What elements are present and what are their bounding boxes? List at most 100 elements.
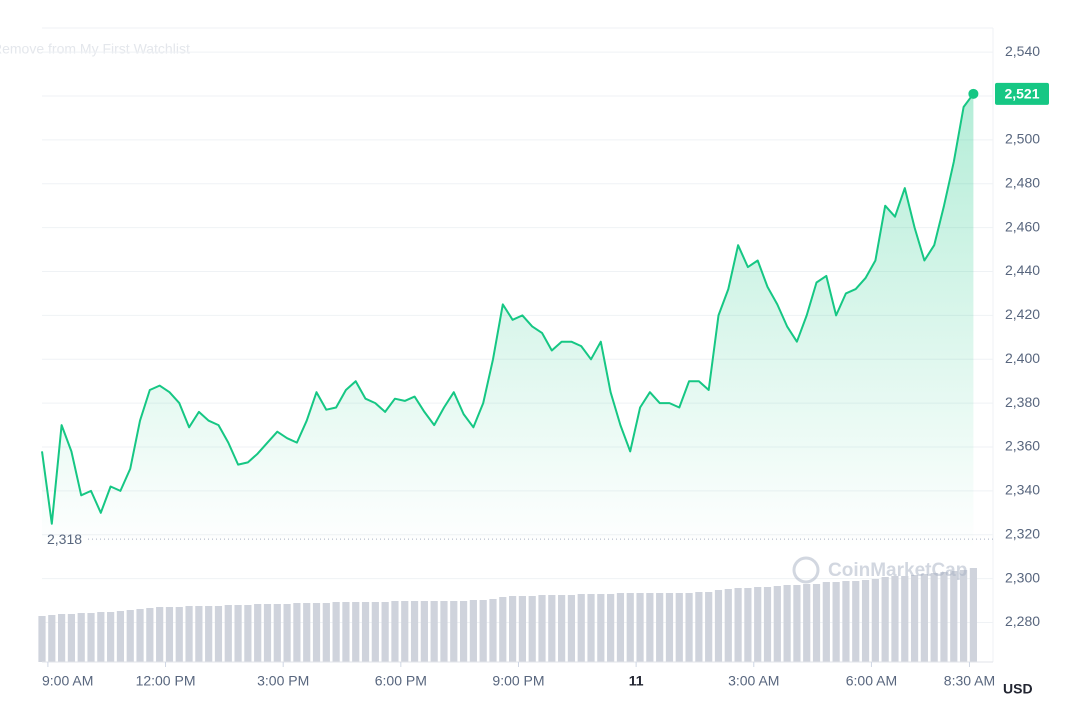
y-tick-label: 2,340 [1005, 482, 1040, 498]
x-tick-label: 6:00 PM [375, 673, 427, 689]
volume-bar [665, 593, 674, 662]
volume-bar [636, 593, 644, 662]
low-label: 2,318 [47, 531, 82, 547]
volume-bar [77, 613, 85, 662]
volume-bar [734, 588, 742, 662]
x-tick-label: 9:00 AM [42, 673, 93, 689]
volume-bar [969, 568, 977, 662]
volume-bar [450, 601, 458, 662]
y-tick-label: 2,440 [1005, 262, 1040, 278]
watermark: CoinMarketCap [792, 556, 967, 584]
volume-bar [401, 601, 409, 662]
volume-bar [273, 604, 281, 662]
volume-bar [508, 596, 517, 662]
volume-bar [607, 594, 615, 662]
volume-bar [410, 601, 419, 662]
last-dot [968, 88, 979, 99]
x-tick-label: 8:30 AM [944, 673, 995, 689]
volume-bar [322, 603, 330, 662]
volume-bar [518, 596, 527, 662]
volume-bar [940, 572, 948, 662]
volume-bar [116, 611, 125, 662]
volume-bar [852, 581, 860, 662]
last-label: 2,521 [1004, 86, 1039, 102]
volume-bar [744, 588, 752, 662]
volume-bar [548, 595, 556, 662]
volume-bar [440, 601, 448, 662]
volume-bar [371, 602, 379, 662]
y-tick-label: 2,500 [1005, 131, 1040, 147]
price-area [42, 93, 974, 550]
volume-bar [793, 585, 801, 662]
volume-bar [597, 594, 605, 662]
y-tick-label: 2,380 [1005, 394, 1040, 410]
volume-bar [538, 595, 546, 662]
volume-bar [577, 594, 585, 662]
x-tick-label: 6:00 AM [846, 673, 897, 689]
volume-bar [459, 601, 468, 662]
volume-bar [126, 610, 134, 662]
y-tick-label: 2,540 [1005, 43, 1040, 59]
volume-bar [430, 601, 438, 662]
volume-bar [195, 606, 203, 662]
volume-bar [234, 605, 242, 662]
y-tick-label: 2,360 [1005, 438, 1040, 454]
x-tick-label: 9:00 PM [492, 673, 544, 689]
volume-bar [861, 580, 870, 662]
y-tick-label: 2,460 [1005, 218, 1040, 234]
volume-bar [352, 602, 360, 662]
volume-bar [950, 571, 958, 662]
volume-bar [724, 589, 732, 662]
volume-bar [587, 594, 595, 662]
volume-bar [156, 607, 164, 662]
volume-bar [489, 599, 497, 662]
volume-bar [342, 602, 350, 662]
volume-bar [312, 603, 321, 662]
y-tick-label: 2,300 [1005, 569, 1040, 585]
volume-bar [763, 587, 772, 662]
volume-bar [175, 607, 183, 662]
volume-bar [254, 604, 262, 662]
volume-bar [626, 593, 634, 662]
volume-bar [97, 612, 105, 662]
volume-bar [685, 593, 693, 662]
y-tick-label: 2,320 [1005, 525, 1040, 541]
volume-bar [959, 570, 968, 662]
volume-bar [842, 581, 850, 662]
last-badge [995, 82, 1049, 105]
currency-label: USD [1003, 681, 1033, 697]
volume-bar [165, 607, 174, 662]
volume-bar [107, 612, 115, 662]
volume-bar [675, 593, 683, 662]
volume-bar [332, 602, 340, 662]
volume-bar [67, 614, 76, 662]
volume-bar [224, 605, 232, 662]
volume-bar [822, 582, 830, 662]
volume-bar [58, 614, 66, 662]
ghost-tooltip: Remove from My First Watchlist [0, 41, 190, 57]
volume-bar [499, 597, 507, 662]
volume-bar [38, 616, 46, 662]
volume-bar [205, 606, 213, 662]
volume-bar [695, 592, 703, 662]
volume-bar [263, 604, 272, 662]
volume-bar [773, 586, 781, 662]
y-tick-label: 2,420 [1005, 306, 1040, 322]
volume-bar [214, 606, 223, 662]
volume-bar [469, 600, 477, 662]
volume-bar [567, 595, 576, 662]
x-tick-label: 3:00 AM [728, 673, 779, 689]
volume-bar [146, 608, 154, 662]
y-tick-label: 2,280 [1005, 613, 1040, 629]
volume-bar [558, 595, 566, 662]
volume-bar [714, 590, 723, 662]
volume-bar [910, 575, 919, 662]
volume-bar [803, 584, 811, 662]
volume-bar [528, 596, 536, 662]
volume-bar [293, 603, 301, 662]
volume-bar [283, 604, 291, 662]
volume-bar [901, 576, 909, 662]
volume-bar [783, 585, 791, 662]
volume-bar [616, 593, 625, 662]
